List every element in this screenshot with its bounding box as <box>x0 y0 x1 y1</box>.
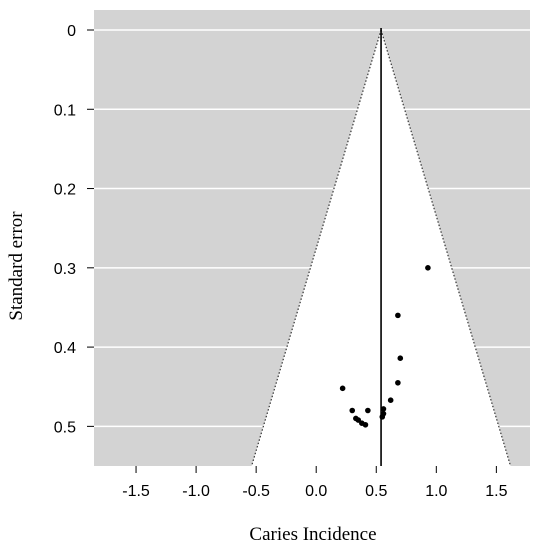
funnel-right-edge <box>380 29 512 467</box>
study-point-3 <box>395 379 401 386</box>
y-tick-label-2: 0.2 <box>54 182 76 199</box>
x-tick-label-1: -1.0 <box>182 483 210 500</box>
funnel-left-edge <box>251 29 382 467</box>
x-tick-label-2: -0.5 <box>242 483 270 500</box>
x-axis-title: Caries Incidence <box>249 524 376 545</box>
study-point-7 <box>349 407 356 414</box>
study-point-1 <box>395 312 401 319</box>
y-tick-label-3: 0.3 <box>54 261 76 278</box>
y-tick-label-0: 0 <box>67 23 76 40</box>
study-point-8 <box>365 407 371 414</box>
study-point-0 <box>425 265 431 271</box>
x-tick-label-0: -1.5 <box>122 483 150 500</box>
x-tick-label-5: 1.0 <box>425 483 447 500</box>
study-point-4 <box>339 385 346 392</box>
y-axis-title: Standard error <box>6 211 27 321</box>
y-tick-label-5: 0.5 <box>54 419 76 436</box>
study-point-10 <box>379 414 386 420</box>
study-point-6 <box>380 406 387 412</box>
y-tick-label-1: 0.1 <box>54 102 76 119</box>
study-point-5 <box>387 397 394 404</box>
y-tick-label-4: 0.4 <box>54 340 76 357</box>
study-point-14 <box>362 421 369 428</box>
study-point-2 <box>397 355 404 361</box>
x-tick-label-3: 0.0 <box>305 483 327 500</box>
x-tick-label-4: 0.5 <box>365 483 387 500</box>
study-point-12 <box>355 417 362 423</box>
x-tick-label-6: 1.5 <box>485 483 507 500</box>
